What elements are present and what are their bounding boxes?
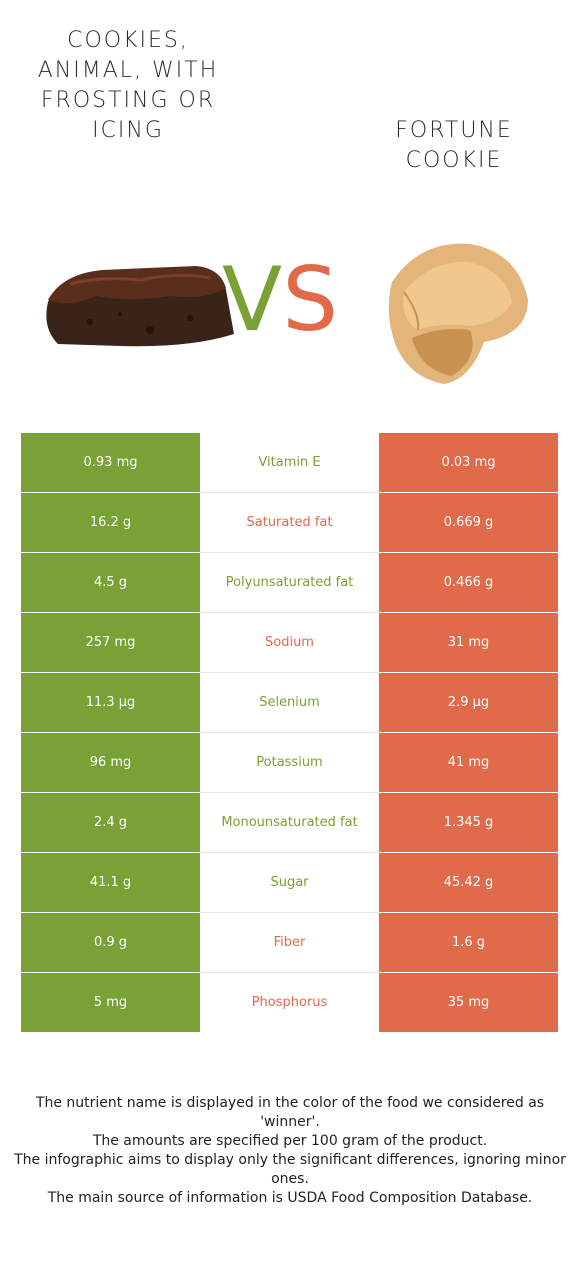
nutrient-name: Vitamin E bbox=[200, 433, 379, 492]
left-value: 2.4 g bbox=[21, 792, 200, 852]
nutrient-name: Selenium bbox=[200, 672, 379, 732]
table-row: 41.1 g Sugar 45.42 g bbox=[21, 852, 558, 912]
right-value: 0.466 g bbox=[379, 552, 558, 612]
left-value: 16.2 g bbox=[21, 492, 200, 552]
nutrient-name: Saturated fat bbox=[200, 492, 379, 552]
table-row: 2.4 g Monounsaturated fat 1.345 g bbox=[21, 792, 558, 852]
right-value: 35 mg bbox=[379, 972, 558, 1032]
left-value: 0.93 mg bbox=[21, 433, 200, 492]
left-value: 0.9 g bbox=[21, 912, 200, 972]
frosted-brownie-cookie-icon bbox=[46, 266, 235, 347]
nutrient-name: Sodium bbox=[200, 612, 379, 672]
food-images bbox=[0, 230, 580, 390]
right-value: 41 mg bbox=[379, 732, 558, 792]
table-row: 5 mg Phosphorus 35 mg bbox=[21, 972, 558, 1032]
left-value: 11.3 µg bbox=[21, 672, 200, 732]
nutrient-name: Fiber bbox=[200, 912, 379, 972]
food-illustrations bbox=[46, 243, 528, 384]
footer-notes: The nutrient name is displayed in the co… bbox=[12, 1094, 568, 1208]
right-value: 2.9 µg bbox=[379, 672, 558, 732]
footer-line: The nutrient name is displayed in the co… bbox=[35, 1095, 545, 1130]
right-value: 1.345 g bbox=[379, 792, 558, 852]
nutrient-name: Sugar bbox=[200, 852, 379, 912]
left-value: 257 mg bbox=[21, 612, 200, 672]
footer-line: The main source of information is USDA F… bbox=[47, 1190, 533, 1206]
nutrient-name: Monounsaturated fat bbox=[200, 792, 379, 852]
comparison-table: 0.93 mg Vitamin E 0.03 mg 16.2 g Saturated f… bbox=[21, 433, 558, 1032]
vs-s: S bbox=[282, 248, 339, 351]
table-row: 0.9 g Fiber 1.6 g bbox=[21, 912, 558, 972]
table-row: 257 mg Sodium 31 mg bbox=[21, 612, 558, 672]
right-value: 0.03 mg bbox=[379, 433, 558, 492]
table-row: 11.3 µg Selenium 2.9 µg bbox=[21, 672, 558, 732]
right-value: 45.42 g bbox=[379, 852, 558, 912]
table-row: 0.93 mg Vitamin E 0.03 mg bbox=[21, 433, 558, 492]
vs-label: VS bbox=[222, 250, 338, 350]
left-value: 41.1 g bbox=[21, 852, 200, 912]
table-row: 16.2 g Saturated fat 0.669 g bbox=[21, 492, 558, 552]
nutrient-name: Phosphorus bbox=[200, 972, 379, 1032]
table-row: 4.5 g Polyunsaturated fat 0.466 g bbox=[21, 552, 558, 612]
fortune-cookie-icon bbox=[388, 243, 528, 384]
footer-line: The infographic aims to display only the… bbox=[14, 1152, 566, 1187]
left-food-title: COOKIES, ANIMAL, WITH FROSTING OR ICING bbox=[37, 28, 219, 143]
left-value: 96 mg bbox=[21, 732, 200, 792]
vs-v: V bbox=[222, 248, 283, 351]
right-value: 31 mg bbox=[379, 612, 558, 672]
footer-line: The amounts are specified per 100 gram o… bbox=[92, 1133, 488, 1149]
right-value: 0.669 g bbox=[379, 492, 558, 552]
left-value: 5 mg bbox=[21, 972, 200, 1032]
right-food-title: FORTUNE COOKIE bbox=[395, 118, 513, 173]
table-row: 96 mg Potassium 41 mg bbox=[21, 732, 558, 792]
nutrient-name: Polyunsaturated fat bbox=[200, 552, 379, 612]
left-value: 4.5 g bbox=[21, 552, 200, 612]
right-value: 1.6 g bbox=[379, 912, 558, 972]
nutrient-name: Potassium bbox=[200, 732, 379, 792]
